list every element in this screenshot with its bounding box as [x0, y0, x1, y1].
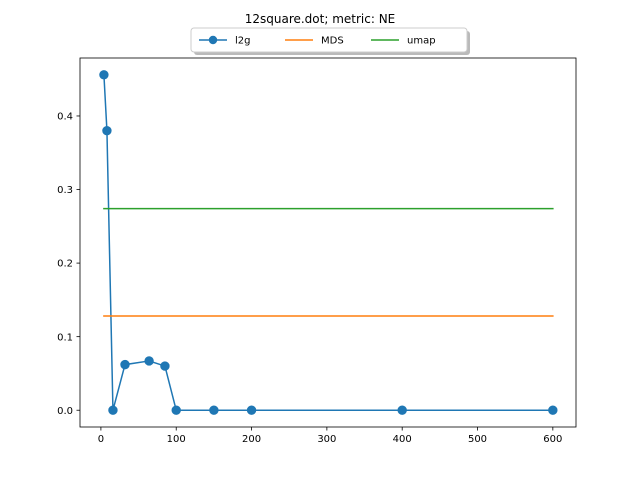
data-point-l2g	[120, 359, 130, 370]
y-tick-label: 0.1	[57, 332, 73, 343]
data-point-l2g	[548, 405, 558, 415]
x-tick-label: 100	[167, 434, 186, 445]
x-tick-label: 400	[393, 434, 412, 445]
data-point-l2g	[99, 70, 109, 80]
legend-label-umap: umap	[407, 36, 436, 47]
legend-label-l2g: l2g	[235, 36, 251, 47]
x-tick-label: 0	[98, 434, 104, 445]
axes-frame	[79, 57, 577, 428]
legend-label-mds: MDS	[321, 36, 344, 47]
legend-marker-l2g	[208, 35, 218, 45]
x-tick-label: 300	[317, 434, 336, 445]
y-tick-label: 0.0	[57, 406, 73, 417]
x-tick-label: 200	[242, 434, 261, 445]
data-point-l2g	[160, 361, 170, 371]
x-tick-label: 500	[468, 434, 487, 445]
data-point-l2g	[108, 405, 118, 415]
legend-box	[190, 27, 468, 53]
legend: l2g MDS umap	[190, 27, 470, 55]
data-point-l2g	[246, 405, 257, 415]
chart-title: 12square.dot; metric: NE	[245, 12, 396, 26]
plot-area	[99, 70, 558, 415]
x-tick-label: 600	[543, 434, 562, 445]
data-point-l2g	[102, 125, 112, 136]
y-tick-label: 0.2	[57, 259, 73, 270]
y-tick-label: 0.4	[57, 112, 73, 123]
data-point-l2g	[397, 405, 407, 415]
data-point-l2g	[209, 405, 219, 415]
data-point-l2g	[144, 356, 154, 366]
y-tick-label: 0.3	[57, 185, 73, 196]
data-point-l2g	[171, 405, 181, 415]
axes: 0 100 200 300 400 500 600 0.0 0.1 0.2 0.3 0.4	[57, 57, 577, 445]
